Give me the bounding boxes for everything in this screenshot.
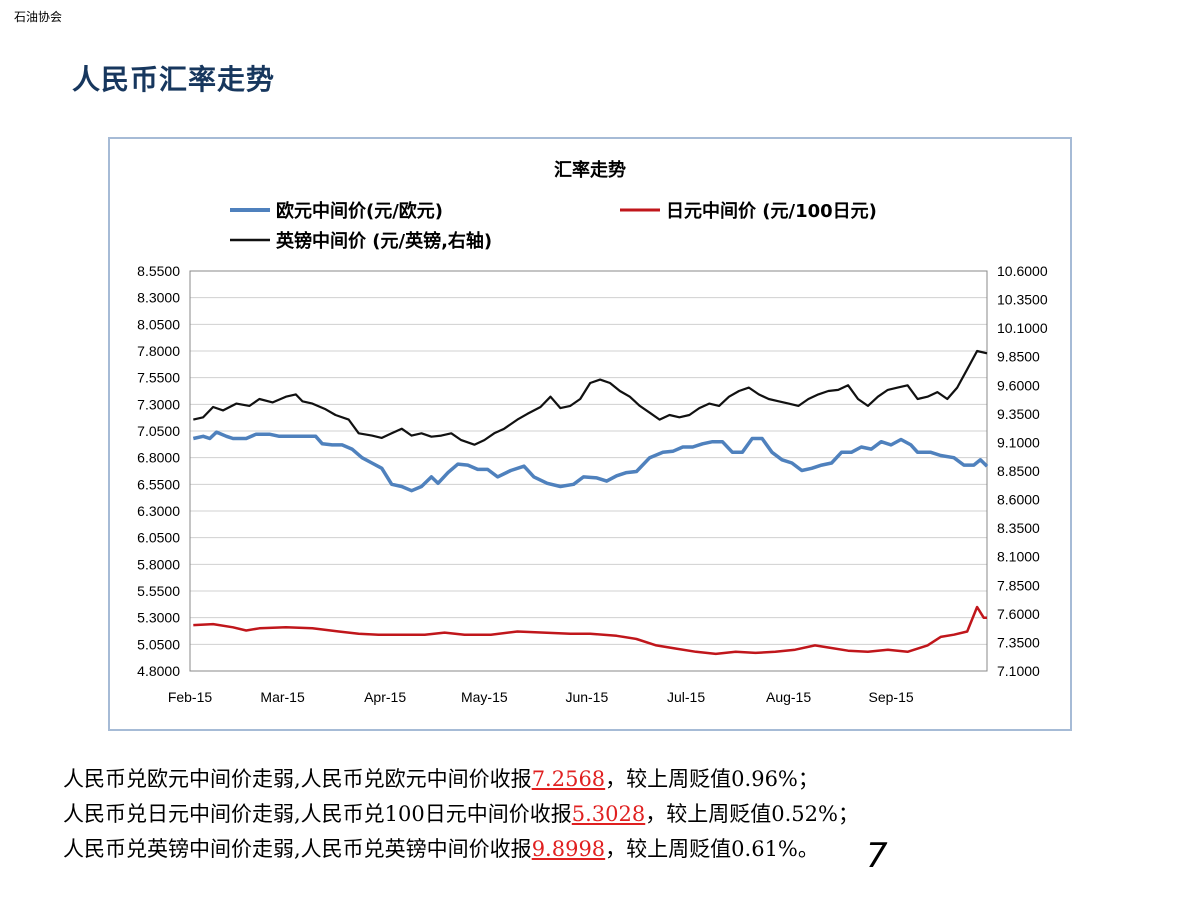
slide-title: 人民币汇率走势 [72, 63, 276, 96]
note-jpy-change: ，较上周贬值0.52%； [645, 802, 859, 826]
note-eur-change: ，较上周贬值0.96%； [605, 767, 819, 791]
right-axis: 7.1000 7.3500 7.6000 7.8500 8.1000 8.3500 8.60… [997, 263, 1048, 679]
x-tick-label: Sep-15 [869, 689, 914, 705]
left-tick-label: 5.0500 [137, 636, 180, 652]
left-axis: 4.8000 5.0500 5.3000 5.5500 5.8000 6.0500 6.30… [137, 263, 180, 679]
note-gbp-change: ，较上周贬值0.61%。 [605, 837, 819, 861]
x-tick-label: Aug-15 [766, 689, 811, 705]
note-eur-value: 7.2568 [531, 767, 606, 791]
x-tick-label: Feb-15 [168, 689, 213, 705]
left-tick-label: 6.5500 [137, 476, 180, 492]
chart-svg: 汇率走势 欧元中间价(元/欧元) 日元中间价 (元/100日元) 英镑中间价 (… [137, 159, 1048, 705]
x-axis: Feb-15 Mar-15 Apr-15 May-15 Jun-15 Jul-15 Aug-… [168, 689, 914, 705]
right-tick-label: 9.8500 [997, 349, 1040, 365]
left-tick-label: 6.0500 [137, 530, 180, 546]
x-tick-label: Apr-15 [364, 689, 406, 705]
right-tick-label: 10.1000 [997, 320, 1048, 336]
series-line-eur [192, 430, 989, 493]
series-line-jpy [193, 605, 987, 656]
right-tick-label: 8.3500 [997, 520, 1040, 536]
plot-area-border [189, 270, 988, 672]
legend-label-gbp: 英镑中间价 (元/英镑,右轴) [275, 230, 492, 252]
left-tick-label: 6.3000 [137, 503, 180, 519]
right-tick-label: 9.3500 [997, 406, 1040, 422]
left-tick-label: 5.5500 [137, 583, 180, 599]
left-tick-label: 5.3000 [137, 610, 180, 626]
note-eur-text: 人民币兑欧元中间价走弱,人民币兑欧元中间价收报 [63, 767, 532, 791]
left-tick-label: 8.0500 [137, 316, 180, 332]
summary-notes: 人民币兑欧元中间价走弱,人民币兑欧元中间价收报7.2568，较上周贬值0.96%… [63, 762, 859, 867]
note-jpy-text: 人民币兑日元中间价走弱,人民币兑100日元中间价收报 [63, 802, 572, 826]
left-tick-label: 7.3000 [137, 396, 180, 412]
right-tick-label: 8.6000 [997, 492, 1040, 508]
right-tick-label: 9.6000 [997, 377, 1040, 393]
x-tick-label: Jun-15 [565, 689, 608, 705]
series-line-gbp [193, 349, 988, 446]
left-tick-label: 7.8000 [137, 343, 180, 359]
right-tick-label: 8.8500 [997, 463, 1040, 479]
note-jpy-value: 5.3028 [571, 802, 646, 826]
right-tick-label: 9.1000 [997, 434, 1040, 450]
left-tick-label: 6.8000 [137, 450, 180, 466]
right-tick-label: 7.3500 [997, 634, 1040, 650]
legend-label-eur: 欧元中间价(元/欧元) [276, 200, 443, 222]
x-tick-label: Mar-15 [260, 689, 305, 705]
right-tick-label: 10.3500 [997, 292, 1048, 308]
left-tick-label: 7.0500 [137, 423, 180, 439]
left-tick-label: 7.5500 [137, 370, 180, 386]
legend-label-jpy: 日元中间价 (元/100日元) [666, 200, 877, 222]
note-gbp: 人民币兑英镑中间价走弱,人民币兑英镑中间价收报9.8998，较上周贬值0.61%… [63, 832, 859, 867]
right-tick-label: 7.6000 [997, 606, 1040, 622]
right-tick-label: 8.1000 [997, 549, 1040, 565]
organization-label: 石油协会 [14, 10, 63, 24]
x-tick-label: May-15 [461, 689, 508, 705]
note-gbp-text: 人民币兑英镑中间价走弱,人民币兑英镑中间价收报 [63, 837, 532, 861]
x-tick-label: Jul-15 [667, 689, 705, 705]
exchange-rate-chart: 汇率走势 欧元中间价(元/欧元) 日元中间价 (元/100日元) 英镑中间价 (… [108, 137, 1072, 731]
right-tick-label: 7.8500 [997, 577, 1040, 593]
right-tick-label: 7.1000 [997, 663, 1040, 679]
left-tick-label: 8.5500 [137, 263, 180, 279]
right-tick-label: 10.6000 [997, 263, 1048, 279]
left-tick-label: 8.3000 [137, 290, 180, 306]
note-gbp-value: 9.8998 [531, 837, 606, 861]
chart-gridlines [190, 270, 987, 672]
note-eur: 人民币兑欧元中间价走弱,人民币兑欧元中间价收报7.2568，较上周贬值0.96%… [63, 762, 859, 797]
page-number: 7 [866, 836, 888, 876]
chart-title: 汇率走势 [554, 159, 626, 181]
left-tick-label: 5.8000 [137, 556, 180, 572]
note-jpy: 人民币兑日元中间价走弱,人民币兑100日元中间价收报5.3028，较上周贬值0.… [63, 797, 859, 832]
series-lines [192, 349, 989, 656]
left-tick-label: 4.8000 [137, 663, 180, 679]
